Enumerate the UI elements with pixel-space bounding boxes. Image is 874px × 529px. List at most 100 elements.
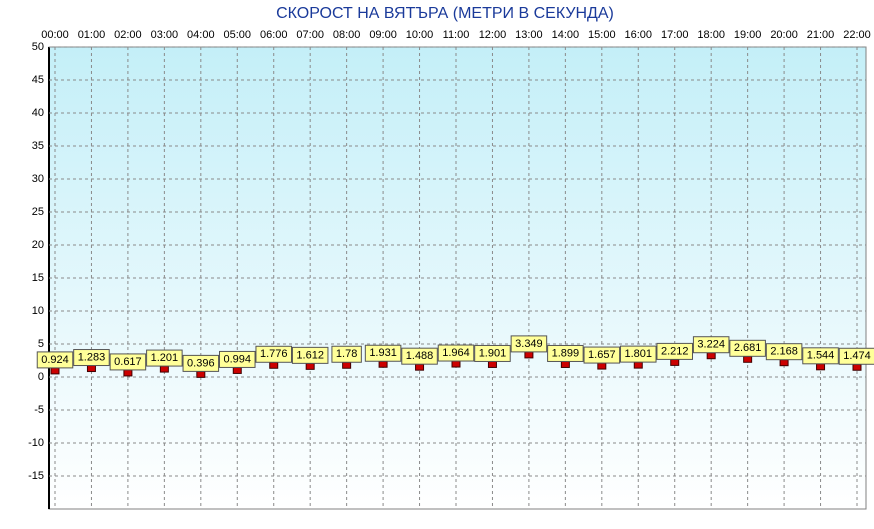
x-tick-label: 10:00 (406, 29, 434, 41)
marker (743, 355, 753, 363)
marker (816, 363, 826, 371)
data-label: 1.899 (552, 347, 580, 359)
data-label-box (331, 345, 362, 363)
marker (852, 363, 862, 371)
marker (487, 360, 497, 368)
data-label-box (802, 347, 839, 365)
data-label: 1.931 (369, 347, 397, 359)
data-label: 1.488 (406, 350, 434, 362)
x-tick-label: 11:00 (443, 29, 470, 41)
x-tick-label: 15:00 (588, 29, 616, 41)
x-tick-label: 03:00 (151, 29, 179, 41)
marker (670, 358, 680, 366)
data-label-box (364, 344, 402, 362)
marker (597, 362, 607, 370)
marker (524, 351, 534, 359)
data-label-box (838, 347, 874, 365)
data-label: 1.474 (843, 350, 871, 362)
data-label: 0.617 (114, 356, 142, 368)
data-label-box (219, 350, 256, 368)
x-tick-label: 21:00 (807, 29, 835, 41)
data-label-box (765, 343, 803, 361)
data-label-box (109, 353, 147, 371)
data-label-box (291, 346, 329, 364)
data-label: 2.212 (661, 345, 689, 357)
marker (342, 361, 352, 369)
marker (415, 363, 425, 371)
x-tick-label: 13:00 (515, 29, 543, 41)
y-tick-label: -5 (34, 404, 44, 416)
marker (305, 362, 315, 370)
x-tick-label: 00:00 (41, 29, 69, 41)
x-tick-label: 06:00 (260, 29, 288, 41)
data-label-box (656, 342, 693, 360)
data-label-box (401, 347, 438, 365)
marker (269, 361, 279, 369)
marker (86, 365, 96, 373)
data-label: 0.396 (187, 357, 215, 369)
data-label: 1.901 (479, 347, 507, 359)
data-label: 1.201 (151, 352, 179, 364)
data-label-box (583, 346, 621, 364)
data-label: 1.657 (588, 349, 616, 361)
y-tick-label: 15 (32, 272, 44, 284)
data-label-box (510, 335, 548, 353)
data-label: 1.612 (296, 349, 324, 361)
x-tick-label: 01:00 (78, 29, 106, 41)
marker (196, 370, 206, 378)
data-label: 1.776 (260, 348, 288, 360)
y-tick-label: 45 (32, 74, 44, 86)
data-label: 2.681 (734, 342, 762, 354)
x-tick-label: 17:00 (661, 29, 689, 41)
x-tick-label: 08:00 (333, 29, 361, 41)
data-label: 2.168 (770, 346, 798, 358)
data-label: 1.801 (625, 348, 653, 360)
data-label-box (729, 339, 766, 357)
x-tick-label: 09:00 (369, 29, 397, 41)
x-tick-label: 20:00 (770, 29, 798, 41)
y-tick-label: 0 (38, 371, 44, 383)
x-tick-label: 14:00 (552, 29, 580, 41)
y-tick-label: -10 (28, 437, 44, 449)
data-label-box (73, 349, 110, 367)
data-label-box (620, 345, 657, 363)
marker (779, 359, 789, 367)
marker (50, 367, 60, 375)
marker (706, 352, 716, 360)
data-label-box (36, 351, 74, 369)
data-label-box (474, 344, 511, 362)
marker (159, 365, 169, 373)
y-tick-label: 30 (32, 173, 44, 185)
data-label: 0.924 (41, 354, 69, 366)
x-tick-label: 05:00 (224, 29, 252, 41)
chart-title: СКОРОСТ НА ВЯТЪРА (МЕТРИ В СЕКУНДА) (276, 5, 614, 22)
data-label-box (437, 344, 475, 362)
marker (378, 360, 388, 368)
x-tick-label: 12:00 (479, 29, 507, 41)
x-tick-label: 02:00 (114, 29, 142, 41)
data-label: 1.78 (336, 348, 357, 360)
y-tick-label: 20 (32, 239, 44, 251)
x-tick-label: 16:00 (625, 29, 653, 41)
y-tick-label: -15 (28, 470, 44, 482)
y-tick-label: 5 (38, 338, 44, 350)
marker (123, 369, 133, 377)
data-label-box (182, 354, 220, 372)
y-tick-label: 25 (32, 206, 44, 218)
data-label: 0.994 (224, 353, 252, 365)
data-label-box (692, 336, 730, 354)
data-label-box (547, 344, 584, 362)
x-tick-label: 19:00 (734, 29, 762, 41)
marker (232, 366, 242, 374)
marker (451, 360, 461, 368)
marker (633, 361, 643, 369)
data-label: 3.224 (697, 339, 725, 351)
y-tick-label: 10 (32, 305, 44, 317)
y-tick-label: 50 (32, 41, 44, 53)
marker (560, 360, 570, 368)
data-label: 1.283 (78, 351, 106, 363)
data-label: 1.544 (807, 350, 835, 362)
data-label-box (255, 345, 292, 363)
x-tick-label: 04:00 (187, 29, 215, 41)
